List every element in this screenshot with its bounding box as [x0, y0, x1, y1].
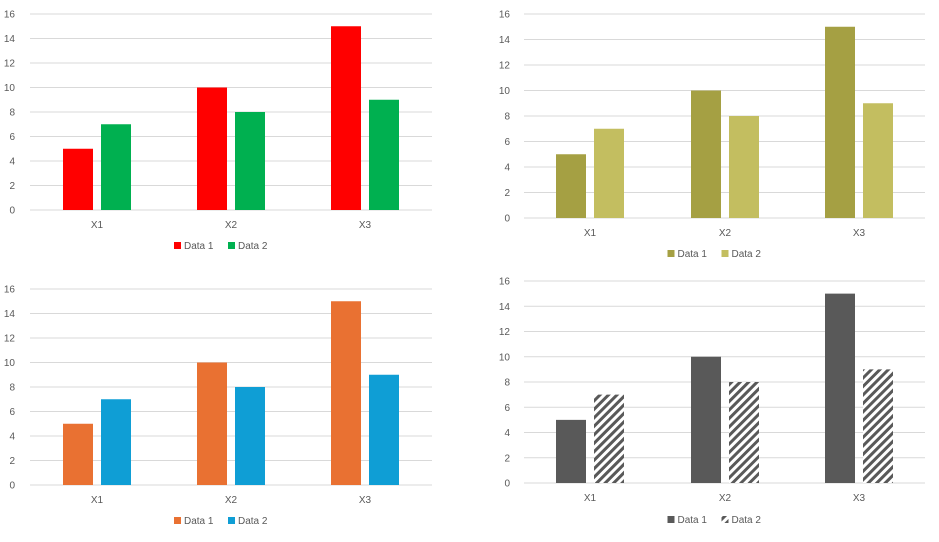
- bar-data-2-x2: [235, 112, 265, 210]
- x-tick-label: X2: [719, 493, 732, 504]
- y-tick-label: 16: [4, 10, 16, 21]
- bar-data-1-x1: [63, 148, 93, 210]
- bar-data-1-x3: [825, 26, 855, 218]
- legend: Data 1 Data 2: [667, 249, 762, 260]
- y-tick-label: 16: [4, 285, 16, 296]
- y-tick-label: 0: [504, 214, 510, 225]
- y-tick-label: 12: [4, 334, 16, 345]
- x-tick-label: X3: [359, 220, 372, 231]
- y-tick-label: 6: [9, 407, 15, 418]
- legend-swatch: [174, 517, 181, 524]
- y-tick-label: 0: [9, 206, 15, 217]
- bar-data-2-x2: [235, 387, 265, 485]
- y-tick-label: 0: [504, 479, 510, 490]
- x-tick-label: X2: [719, 228, 732, 239]
- bar-data-2-x1: [101, 399, 131, 485]
- y-tick-label: 2: [504, 188, 510, 199]
- y-tick-label: 2: [9, 456, 15, 467]
- y-tick-label: 14: [4, 309, 16, 320]
- y-tick-label: 2: [9, 181, 15, 192]
- y-tick-label: 14: [499, 35, 511, 46]
- legend-label: Data 2: [732, 249, 762, 260]
- x-tick-label: X1: [91, 220, 104, 231]
- y-tick-label: 6: [9, 132, 15, 143]
- bar-data-1-x3: [825, 293, 855, 483]
- bar-data-2-x1: [594, 394, 624, 483]
- y-tick-label: 8: [9, 108, 15, 119]
- legend-label: Data 1: [678, 249, 708, 260]
- legend: Data 1 Data 2: [174, 516, 268, 527]
- x-tick-label: X2: [225, 495, 238, 506]
- legend-swatch: [228, 242, 235, 249]
- y-tick-label: 6: [504, 137, 510, 148]
- y-tick-label: 10: [499, 352, 511, 363]
- bar-data-2-x1: [594, 128, 624, 218]
- bar-data-2-x3: [369, 99, 399, 210]
- chart-4: 0 2 4 6 8 10 12 14 16 X1 X2 X3 Data 1 Data 2: [499, 277, 925, 526]
- bar-data-1-x3: [331, 301, 361, 485]
- y-tick-label: 2: [504, 453, 510, 464]
- y-tick-label: 12: [499, 61, 511, 72]
- y-tick-label: 16: [499, 277, 511, 288]
- legend-swatch: [228, 517, 235, 524]
- bar-data-1-x2: [691, 356, 721, 483]
- legend-label: Data 1: [678, 515, 708, 526]
- y-tick-label: 10: [499, 86, 511, 97]
- legend-label: Data 2: [238, 241, 268, 252]
- y-tick-label: 8: [504, 378, 510, 389]
- bar-data-1-x2: [197, 87, 227, 210]
- legend: Data 1 Data 2: [174, 241, 268, 252]
- y-tick-label: 8: [9, 383, 15, 394]
- y-tick-label: 12: [4, 59, 16, 70]
- bar-data-2-x3: [863, 103, 893, 218]
- legend-swatch: [667, 250, 675, 257]
- chart-2: 0 2 4 6 8 10 12 14 16 X1 X2 X3 Data 1 Data 2: [499, 10, 925, 260]
- y-tick-label: 4: [9, 432, 15, 443]
- x-tick-label: X1: [584, 493, 597, 504]
- bar-data-2-x3: [369, 374, 399, 485]
- y-tick-label: 6: [504, 403, 510, 414]
- bar-data-1-x3: [331, 26, 361, 210]
- bar-data-1-x2: [197, 362, 227, 485]
- y-tick-label: 0: [9, 481, 15, 492]
- y-tick-label: 16: [499, 10, 511, 21]
- legend-label: Data 2: [732, 515, 762, 526]
- y-tick-label: 4: [504, 428, 510, 439]
- y-tick-label: 14: [4, 34, 16, 45]
- legend-swatch: [174, 242, 181, 249]
- bar-data-2-x3: [863, 369, 893, 483]
- legend: Data 1 Data 2: [667, 515, 762, 526]
- y-tick-label: 12: [499, 327, 511, 338]
- legend-swatch: [721, 516, 729, 523]
- x-tick-label: X3: [359, 495, 372, 506]
- bar-data-1-x2: [691, 90, 721, 218]
- x-tick-label: X1: [584, 228, 597, 239]
- y-tick-label: 8: [504, 112, 510, 123]
- bar-data-2-x2: [729, 116, 759, 218]
- bar-data-1-x1: [556, 419, 586, 483]
- y-tick-label: 4: [9, 157, 15, 168]
- y-tick-label: 10: [4, 83, 16, 94]
- x-tick-label: X1: [91, 495, 104, 506]
- bar-data-2-x2: [729, 382, 759, 483]
- bar-data-1-x1: [63, 423, 93, 485]
- y-tick-label: 4: [504, 163, 510, 174]
- bar-data-1-x1: [556, 154, 586, 218]
- x-tick-label: X2: [225, 220, 238, 231]
- x-tick-label: X3: [853, 493, 866, 504]
- legend-swatch: [721, 250, 729, 257]
- chart-3: 0 2 4 6 8 10 12 14 16 X1 X2 X3 Data 1 Data 2: [4, 285, 432, 527]
- bar-data-2-x1: [101, 124, 131, 210]
- chart-1: 0 2 4 6 8 10 12 14 16 X1 X2 X3 Data 1 Data 2: [4, 10, 432, 252]
- legend-swatch: [667, 516, 675, 523]
- y-tick-label: 14: [499, 302, 511, 313]
- legend-label: Data 1: [184, 516, 214, 527]
- legend-label: Data 2: [238, 516, 268, 527]
- x-tick-label: X3: [853, 228, 866, 239]
- y-tick-label: 10: [4, 358, 16, 369]
- legend-label: Data 1: [184, 241, 214, 252]
